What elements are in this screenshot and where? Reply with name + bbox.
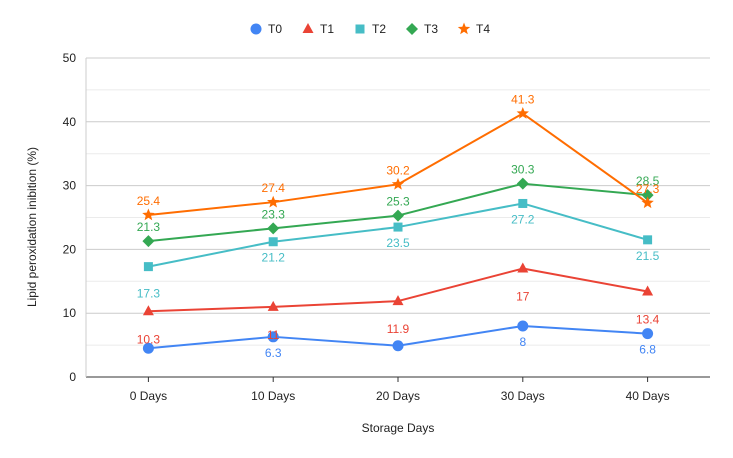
data-label-t4: 27.4 bbox=[262, 181, 286, 195]
data-point-t1 bbox=[392, 295, 404, 306]
y-tick-label: 10 bbox=[63, 306, 77, 320]
data-point-t3 bbox=[392, 209, 404, 222]
data-label-t1: 10.3 bbox=[137, 332, 161, 346]
y-tick-label: 30 bbox=[63, 179, 77, 193]
series-group bbox=[142, 107, 654, 354]
y-axis-ticks: 0 10 20 30 40 50 bbox=[63, 51, 77, 384]
series-t1 bbox=[142, 262, 654, 316]
legend: T0 T1 T2 T3 T4 bbox=[250, 22, 490, 36]
data-point-t2 bbox=[143, 262, 153, 272]
x-axis-ticks: 0 Days 10 Days 20 Days 30 Days 40 Days bbox=[130, 377, 670, 403]
data-labels-group: 6.3 8 6.8 10.3 11 11.9 17 13.4 17.3 21.2 23.5 27.2 2… bbox=[137, 93, 660, 360]
data-label-t3: 21.3 bbox=[137, 220, 161, 234]
data-label-t4: 30.2 bbox=[386, 163, 410, 177]
data-point-t3 bbox=[641, 189, 654, 202]
data-point-t0 bbox=[267, 331, 279, 343]
series-t3 bbox=[142, 177, 654, 248]
data-label-t2: 27.2 bbox=[511, 212, 535, 226]
data-label-t1: 17 bbox=[516, 290, 530, 304]
data-label-t2: 21.2 bbox=[262, 251, 286, 265]
data-point-t2 bbox=[393, 222, 403, 232]
data-point-t1 bbox=[142, 305, 154, 316]
data-point-t0 bbox=[517, 320, 529, 332]
y-tick-label: 0 bbox=[69, 370, 76, 384]
x-tick-label: 0 Days bbox=[130, 389, 167, 403]
data-label-t1: 11.9 bbox=[387, 322, 410, 336]
data-point-t0 bbox=[642, 328, 654, 340]
y-tick-label: 40 bbox=[63, 115, 77, 129]
x-axis-title: Storage Days bbox=[362, 421, 435, 435]
data-point-t3 bbox=[142, 235, 155, 248]
data-label-t3: 25.3 bbox=[386, 195, 410, 209]
data-label-t3: 30.3 bbox=[511, 163, 535, 177]
data-point-t1 bbox=[517, 262, 529, 273]
legend-item-t0: T0 bbox=[250, 22, 282, 36]
data-label-t3: 23.3 bbox=[262, 207, 286, 221]
y-axis-title: Lipid peroxidation inibition (%) bbox=[25, 147, 39, 307]
series-t0 bbox=[142, 320, 654, 354]
data-label-t4: 25.4 bbox=[137, 194, 161, 208]
legend-marker-t2 bbox=[355, 24, 365, 34]
data-point-t4 bbox=[516, 107, 529, 119]
data-label-t0: 8 bbox=[519, 335, 526, 349]
data-point-t3 bbox=[516, 177, 529, 190]
data-point-t4 bbox=[641, 196, 654, 209]
data-point-t3 bbox=[267, 222, 280, 235]
y-tick-label: 50 bbox=[63, 51, 77, 65]
data-point-t0 bbox=[142, 342, 154, 354]
legend-label-t0: T0 bbox=[268, 22, 282, 36]
data-point-t4 bbox=[267, 195, 280, 208]
legend-item-t3: T3 bbox=[406, 22, 438, 36]
data-point-t1 bbox=[642, 285, 654, 296]
data-label-t4: 41.3 bbox=[511, 93, 535, 107]
data-label-t2: 23.5 bbox=[386, 236, 410, 250]
data-point-t1 bbox=[267, 300, 279, 311]
data-label-t2: 21.5 bbox=[636, 249, 660, 263]
series-t4 bbox=[142, 107, 654, 221]
data-label-t0: 6.3 bbox=[265, 346, 282, 360]
legend-marker-t1 bbox=[302, 23, 314, 33]
legend-label-t3: T3 bbox=[424, 22, 438, 36]
series-t2 bbox=[143, 198, 653, 272]
data-point-t0 bbox=[392, 340, 404, 352]
legend-item-t1: T1 bbox=[302, 22, 334, 36]
data-label-t4: 27.3 bbox=[636, 182, 660, 196]
x-tick-label: 20 Days bbox=[376, 389, 420, 403]
data-label-t1: 13.4 bbox=[636, 313, 660, 327]
data-label-t3: 28.5 bbox=[636, 174, 660, 188]
data-point-t4 bbox=[391, 177, 405, 190]
legend-marker-t0 bbox=[250, 23, 262, 35]
data-point-t2 bbox=[643, 235, 653, 245]
data-label-t1: 11 bbox=[267, 328, 280, 342]
x-tick-label: 40 Days bbox=[626, 389, 670, 403]
data-point-t4 bbox=[142, 208, 155, 221]
y-tick-label: 20 bbox=[63, 242, 77, 256]
x-tick-label: 10 Days bbox=[251, 389, 295, 403]
data-point-t2 bbox=[268, 237, 278, 247]
data-point-t2 bbox=[518, 198, 528, 208]
legend-marker-t4 bbox=[457, 22, 471, 35]
legend-item-t2: T2 bbox=[355, 22, 386, 36]
legend-label-t2: T2 bbox=[372, 22, 386, 36]
x-tick-label: 30 Days bbox=[501, 389, 545, 403]
legend-label-t4: T4 bbox=[476, 22, 490, 36]
data-label-t2: 17.3 bbox=[137, 287, 161, 301]
legend-marker-t3 bbox=[406, 23, 418, 35]
legend-item-t4: T4 bbox=[457, 22, 490, 36]
legend-label-t1: T1 bbox=[320, 22, 334, 36]
data-label-t0: 6.8 bbox=[639, 343, 656, 357]
